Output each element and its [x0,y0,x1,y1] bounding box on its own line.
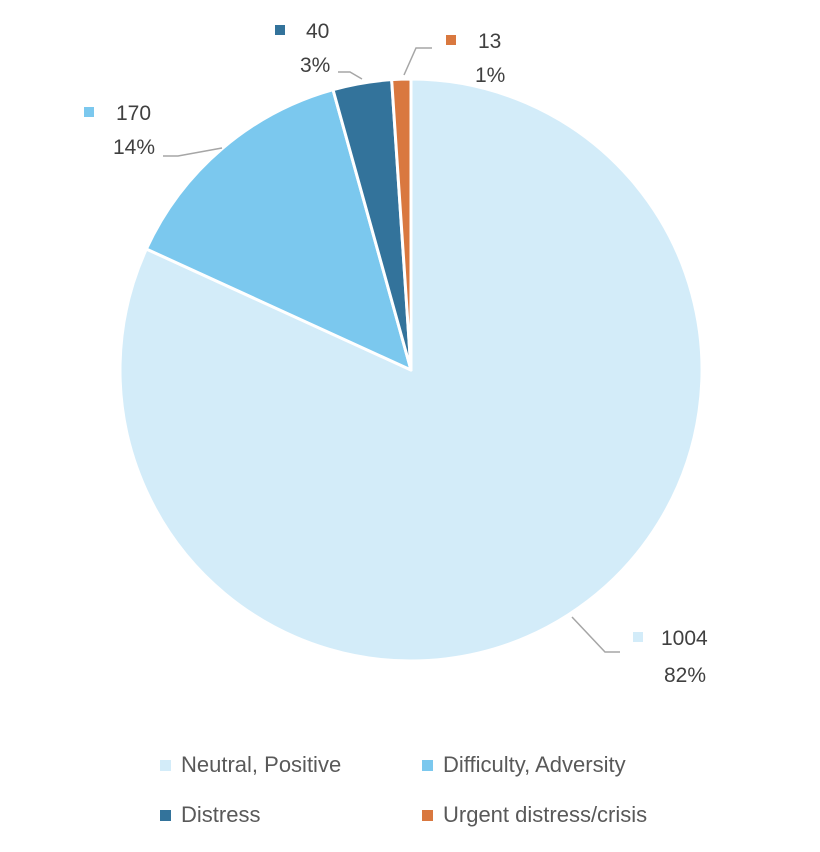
value-label: 170 [116,102,151,125]
label-swatch [84,107,94,117]
legend-swatch [422,809,433,821]
label-swatch [633,632,643,642]
percent-label: 1% [475,64,505,87]
pie-slice [390,77,413,372]
label-swatch [446,35,456,45]
leader-line [163,147,223,157]
legend-label: Urgent distress/crisis [443,802,648,827]
label-swatch [275,25,285,35]
leader-line [403,47,432,76]
percent-label: 82% [664,664,706,687]
value-label: 40 [306,20,329,43]
legend-item: Difficulty, Adversity [422,752,702,778]
value-label: 1004 [661,627,708,650]
value-label: 13 [478,30,501,53]
legend-item: Neutral, Positive [160,752,422,778]
legend-swatch [160,759,171,771]
legend-label: Distress [181,802,261,827]
legend-label: Neutral, Positive [181,752,342,777]
legend-swatch [422,759,433,771]
legend-item: Distress [160,802,422,828]
legend: Neutral, Positive Difficulty, Adversity … [160,752,720,828]
legend-swatch [160,809,171,821]
leader-line [338,71,363,80]
leader-line [571,616,620,653]
legend-item: Urgent distress/crisis [422,802,702,828]
percent-label: 3% [300,54,330,77]
legend-label: Difficulty, Adversity [443,752,626,777]
percent-label: 14% [113,136,155,159]
